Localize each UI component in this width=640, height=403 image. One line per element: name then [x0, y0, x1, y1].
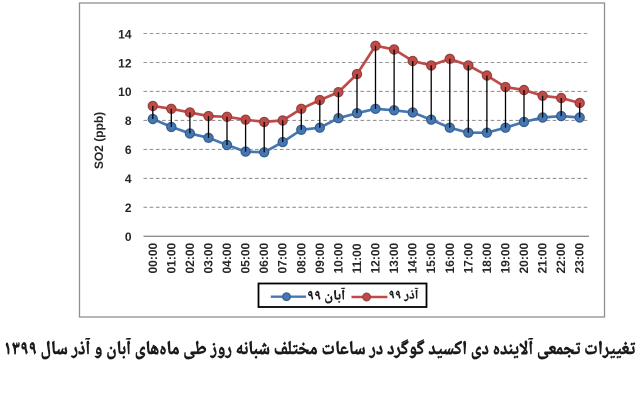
svg-text:14:00: 14:00 [406, 242, 420, 273]
svg-text:18:00: 18:00 [480, 242, 494, 273]
svg-text:4: 4 [125, 172, 132, 186]
svg-text:00:00: 00:00 [146, 242, 160, 273]
svg-text:13:00: 13:00 [387, 242, 401, 273]
svg-text:23:00: 23:00 [573, 242, 587, 273]
svg-text:2: 2 [125, 201, 132, 215]
svg-text:SO2 (ppb): SO2 (ppb) [92, 112, 106, 169]
svg-text:14: 14 [118, 27, 132, 41]
svg-text:20:00: 20:00 [517, 242, 531, 273]
svg-text:02:00: 02:00 [183, 242, 197, 273]
svg-text:08:00: 08:00 [294, 242, 308, 273]
svg-text:04:00: 04:00 [220, 242, 234, 273]
svg-text:03:00: 03:00 [202, 242, 216, 273]
svg-text:16:00: 16:00 [443, 242, 457, 273]
svg-text:15:00: 15:00 [424, 242, 438, 273]
svg-text:11:00: 11:00 [350, 243, 364, 273]
svg-text:12: 12 [118, 56, 132, 70]
svg-text:17:00: 17:00 [461, 242, 475, 273]
svg-text:8: 8 [125, 114, 132, 128]
svg-text:10: 10 [118, 85, 132, 99]
svg-text:01:00: 01:00 [164, 242, 178, 273]
svg-text:0: 0 [125, 230, 132, 244]
svg-text:05:00: 05:00 [239, 242, 253, 273]
svg-text:19:00: 19:00 [499, 242, 513, 273]
svg-text:22:00: 22:00 [554, 242, 568, 273]
svg-text:06:00: 06:00 [257, 242, 271, 273]
svg-text:07:00: 07:00 [276, 242, 290, 273]
svg-text:6: 6 [125, 143, 132, 157]
svg-text:10:00: 10:00 [331, 242, 345, 273]
svg-text:09:00: 09:00 [313, 242, 327, 273]
svg-text:21:00: 21:00 [536, 242, 550, 273]
svg-text:12:00: 12:00 [369, 242, 383, 273]
